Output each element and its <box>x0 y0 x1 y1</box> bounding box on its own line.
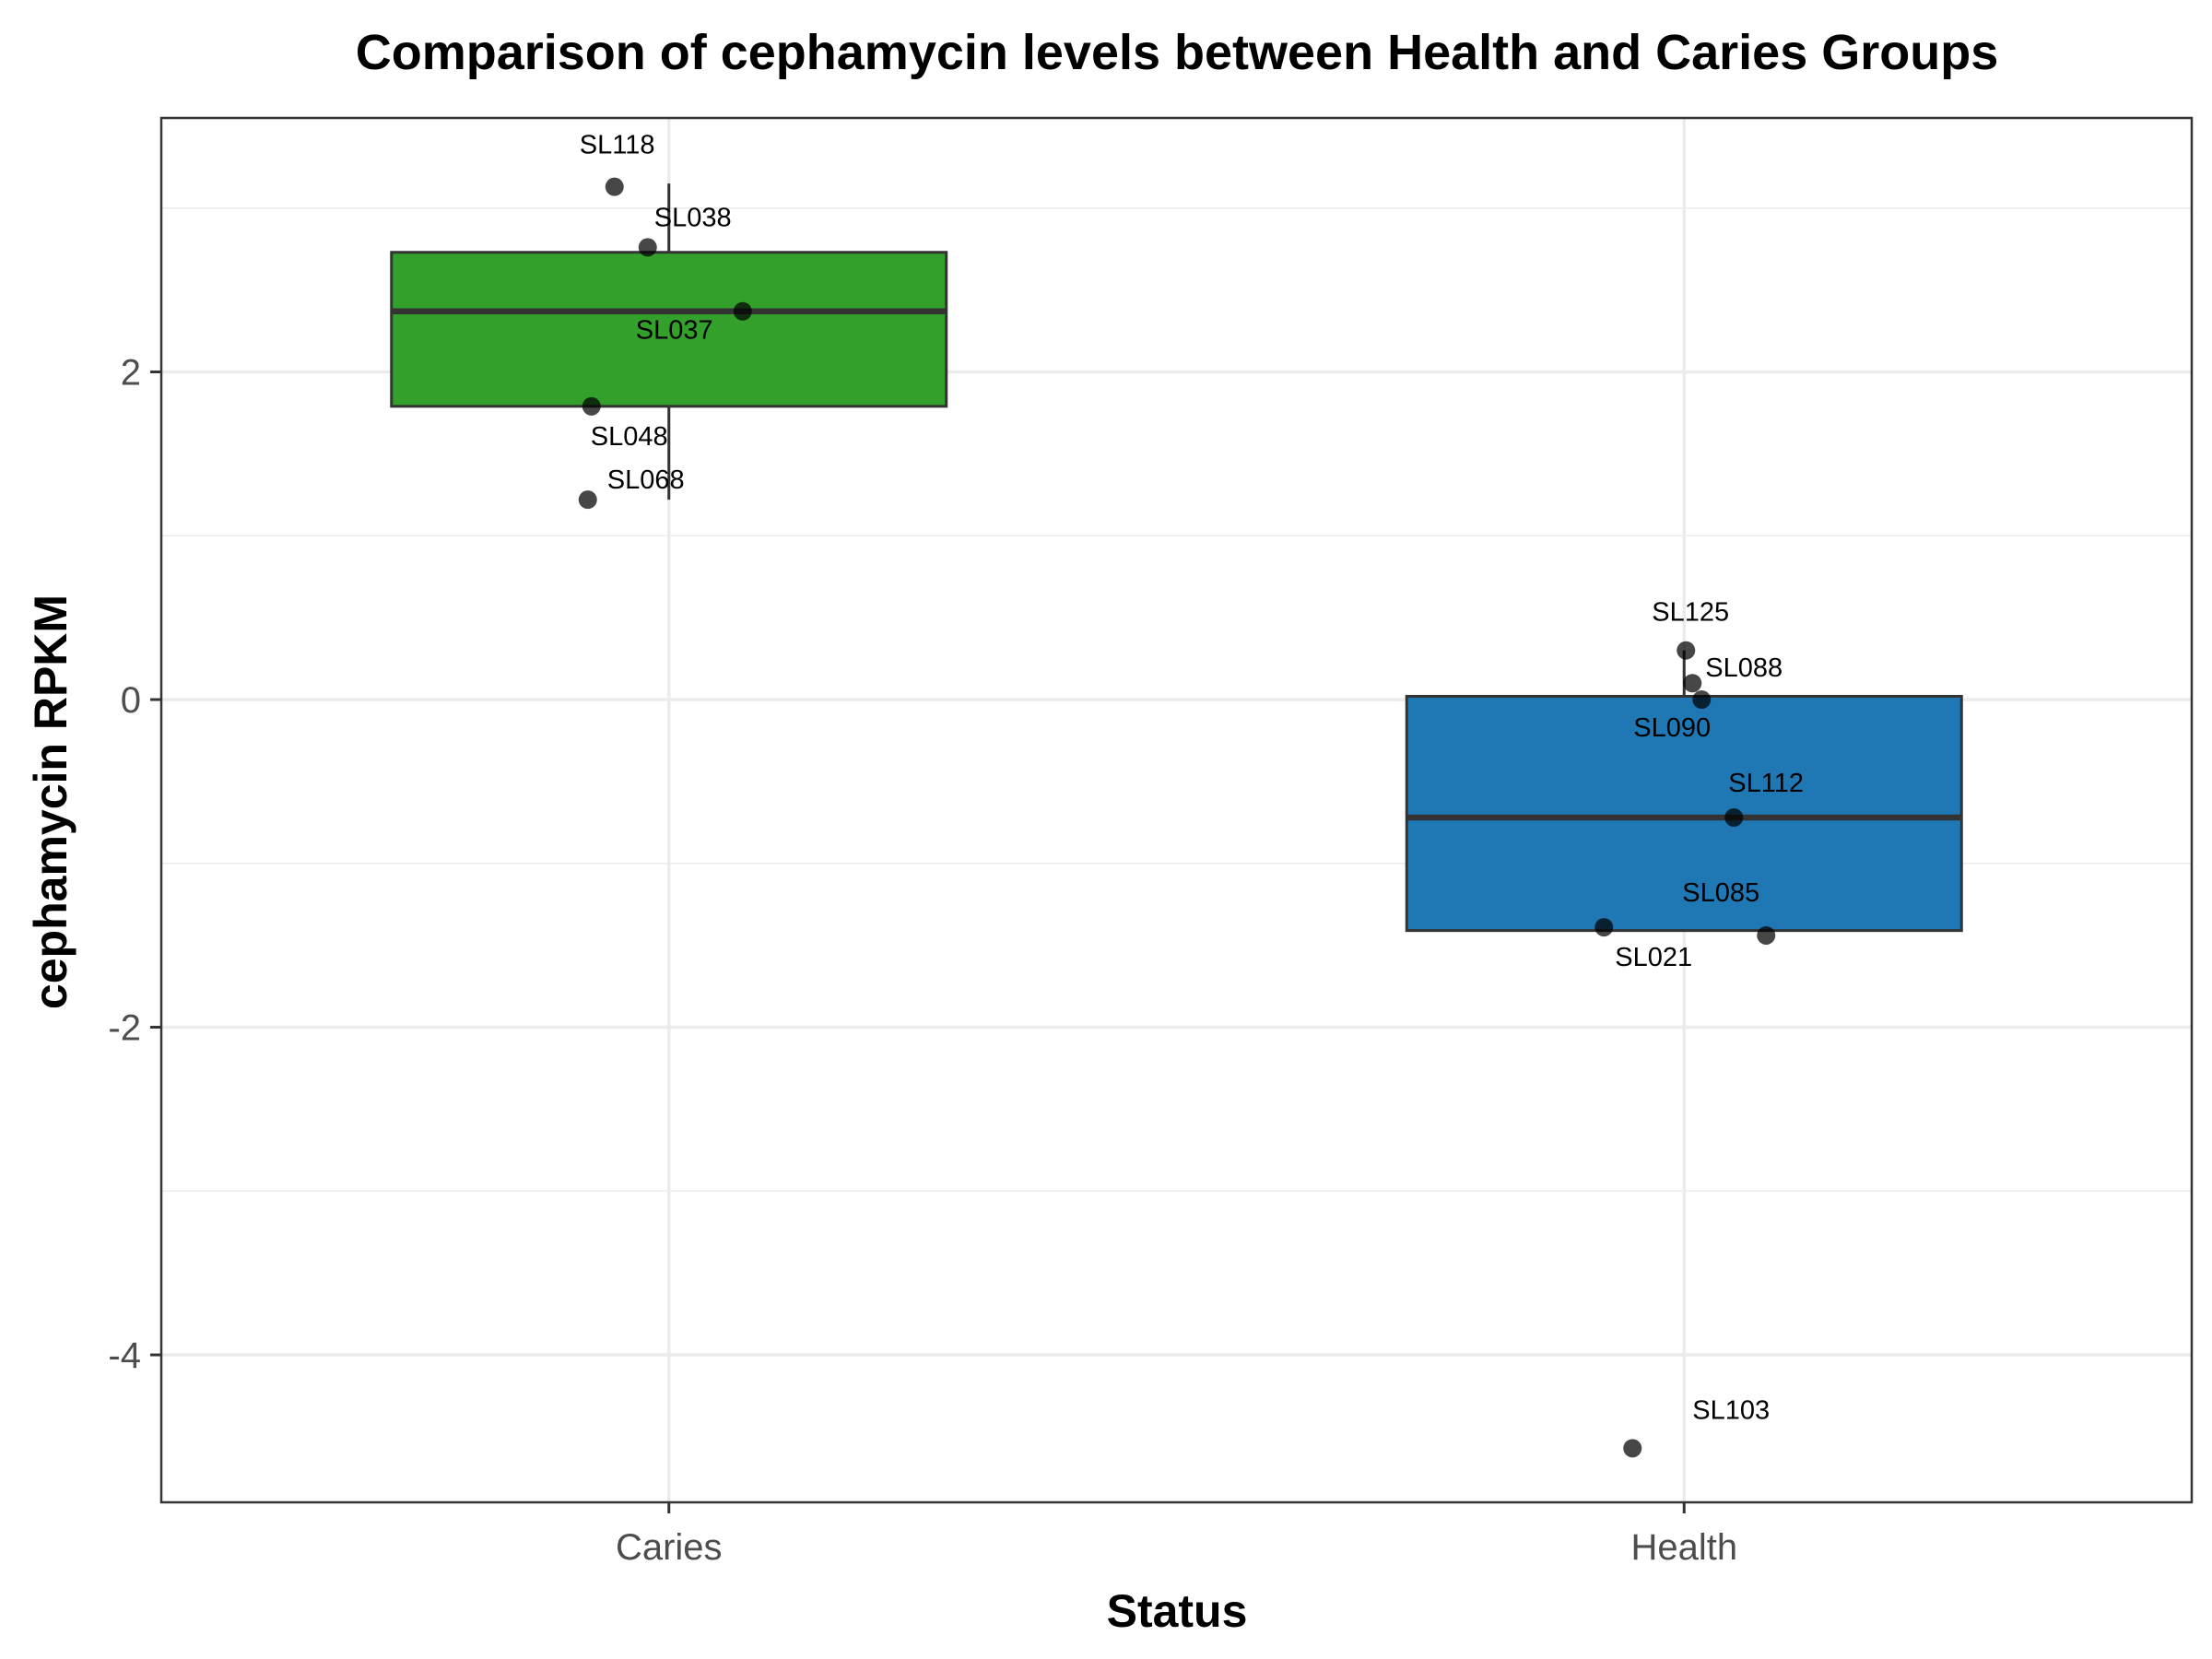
data-point <box>733 301 752 321</box>
data-point <box>1594 918 1614 937</box>
point-label: SL038 <box>654 203 732 232</box>
point-label: SL103 <box>1692 1395 1770 1425</box>
point-label: SL090 <box>1633 713 1711 743</box>
point-label: SL021 <box>1615 943 1692 972</box>
point-label: SL112 <box>1728 769 1804 798</box>
point-labels: SL118 SL038 SL037 SL048 SL068 SL125 SL088 SL090… <box>580 131 1804 1426</box>
point-label: SL088 <box>1705 653 1783 683</box>
y-axis-title: cephamycin RPKM <box>25 594 76 1009</box>
x-tick-label: Health <box>1630 1527 1737 1568</box>
x-axis-title: Status <box>1107 1585 1248 1637</box>
point-label: SL085 <box>1682 878 1759 908</box>
point-label: SL068 <box>607 465 685 495</box>
plot-panel-border <box>159 116 2194 1504</box>
point-label: SL118 <box>580 131 655 160</box>
data-point <box>1683 674 1702 693</box>
y-tick-label: -4 <box>108 1335 141 1376</box>
point-label: SL048 <box>591 422 668 452</box>
axes: -4 -2 0 2 Caries Health <box>108 353 1737 1568</box>
data-point <box>1623 1439 1642 1458</box>
box-health <box>1405 694 1963 933</box>
data-point <box>582 396 601 416</box>
y-tick-label: -2 <box>108 1008 141 1049</box>
boxes <box>390 183 1963 933</box>
y-tick-label: 0 <box>121 680 141 721</box>
chart-title: Comparison of cephamycin levels between … <box>356 25 1999 80</box>
y-tick-label: 2 <box>121 353 141 394</box>
point-label: SL125 <box>1652 598 1729 628</box>
data-point <box>1692 690 1712 710</box>
data-point <box>605 177 624 196</box>
data-points <box>578 177 1776 1458</box>
data-point <box>638 238 657 257</box>
box-caries <box>390 251 948 408</box>
data-point <box>1724 807 1744 827</box>
point-label: SL037 <box>636 316 713 346</box>
data-point <box>1757 925 1776 945</box>
data-point <box>578 490 597 510</box>
grid-lines <box>161 118 2192 1502</box>
data-point <box>1677 641 1696 660</box>
x-tick-label: Caries <box>616 1527 723 1568</box>
